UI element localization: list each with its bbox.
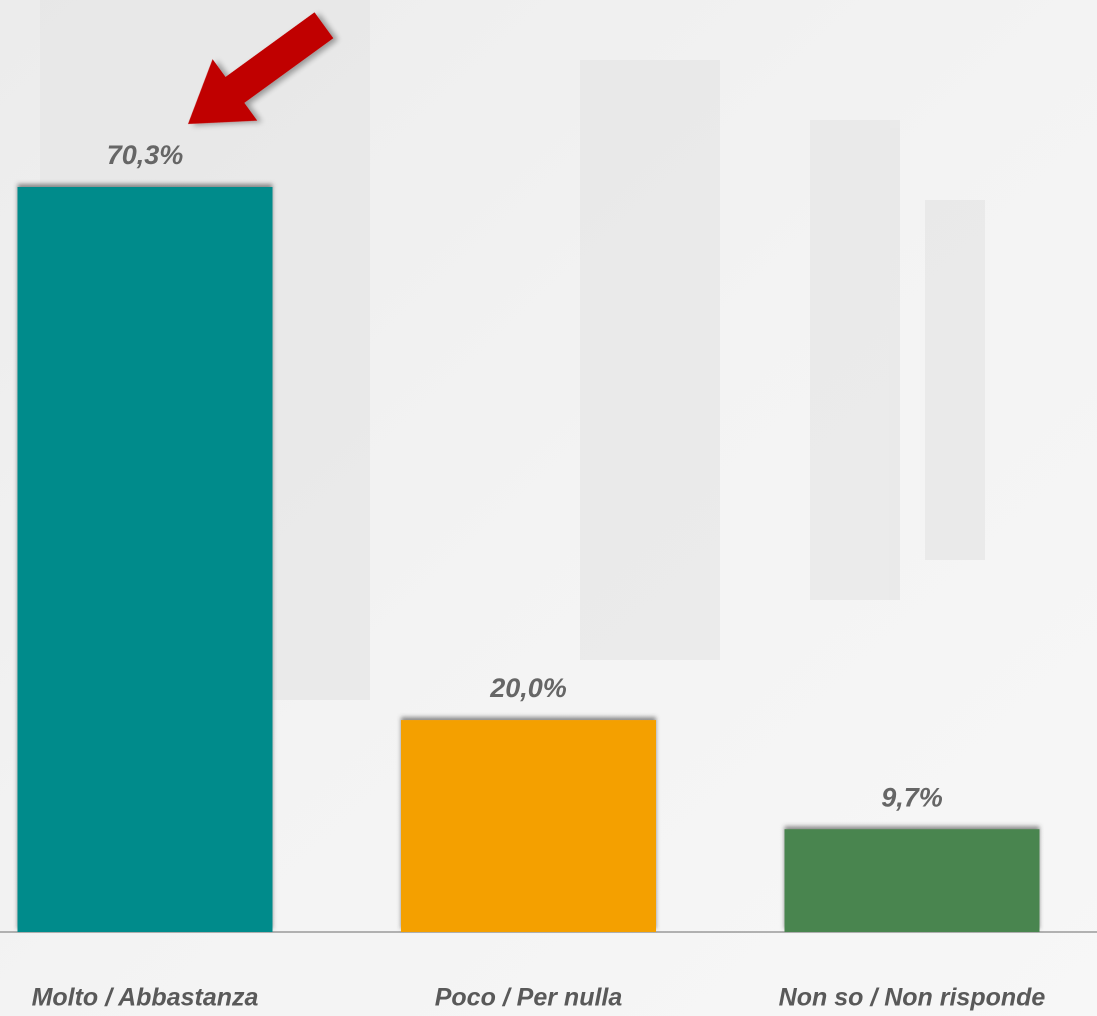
category-label: Molto / Abbastanza [32, 984, 259, 1012]
bar [17, 187, 273, 932]
category-label: Non so / Non risponde [779, 984, 1046, 1012]
value-label: 70,3% [107, 140, 184, 170]
arrow [188, 12, 334, 124]
bar [784, 829, 1040, 932]
value-label: 20,0% [489, 673, 567, 703]
bar [401, 720, 656, 932]
value-label: 9,7% [881, 782, 943, 812]
category-label: Poco / Per nulla [435, 984, 623, 1012]
